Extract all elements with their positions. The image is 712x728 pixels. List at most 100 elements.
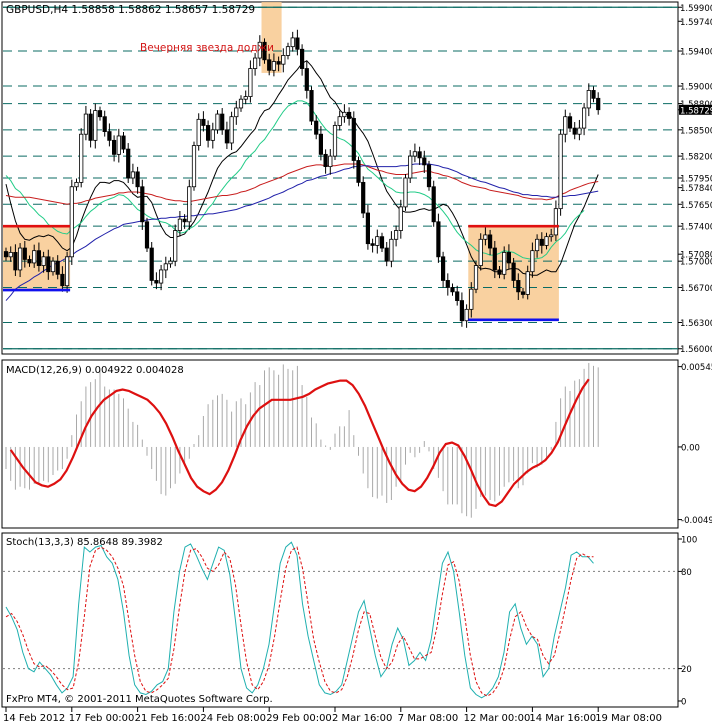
candle-bear bbox=[427, 165, 430, 187]
candle-bull bbox=[131, 172, 134, 178]
price-axis-label: 1.56000 bbox=[680, 345, 712, 355]
candle-bull bbox=[272, 62, 275, 71]
candle-bull bbox=[390, 239, 393, 261]
candle-bull bbox=[197, 119, 200, 145]
candle-bear bbox=[362, 182, 365, 213]
price-axis-label: 1.59740 bbox=[680, 18, 712, 28]
candle-bull bbox=[413, 152, 416, 156]
candle-bear bbox=[592, 90, 595, 98]
candle-bull bbox=[75, 182, 78, 186]
candle-bear bbox=[432, 187, 435, 222]
candle-bull bbox=[18, 248, 21, 270]
candle-bear bbox=[225, 130, 228, 143]
candle-bear bbox=[296, 38, 299, 49]
candle-bull bbox=[559, 134, 562, 208]
candle-bear bbox=[507, 252, 510, 263]
candle-bull bbox=[65, 257, 68, 286]
candle-bear bbox=[512, 263, 515, 281]
candle-bull bbox=[33, 251, 36, 263]
time-axis-label: 12 Mar 00:00 bbox=[464, 713, 531, 724]
time-axis-label: 21 Feb 16:00 bbox=[135, 713, 201, 724]
candle-bear bbox=[47, 257, 50, 272]
candle-bear bbox=[141, 187, 144, 222]
macd-pane[interactable]: 0.00545 0.00 -0.00493 MACD(12,26,9) 0.0049… bbox=[2, 360, 712, 528]
macd-axis-label: 0.00545 bbox=[681, 363, 712, 373]
candle-bull bbox=[564, 117, 567, 135]
candle-bear bbox=[315, 121, 318, 134]
candle-bull bbox=[582, 108, 585, 128]
candle-bear bbox=[498, 270, 501, 274]
candle-bull bbox=[230, 117, 233, 143]
candle-bull bbox=[484, 235, 487, 239]
candle-bull bbox=[84, 114, 87, 134]
candle-bear bbox=[319, 134, 322, 154]
candle-bear bbox=[61, 274, 64, 285]
candle-bear bbox=[352, 118, 355, 160]
candle-bear bbox=[423, 158, 426, 165]
candle-bear bbox=[277, 62, 280, 65]
price-axis-label: 1.59000 bbox=[680, 83, 712, 93]
candle-bull bbox=[554, 209, 557, 235]
candle-bear bbox=[451, 287, 454, 291]
candle-bull bbox=[333, 125, 336, 156]
candle-bear bbox=[347, 112, 350, 118]
candle-bear bbox=[268, 60, 271, 71]
candle-bear bbox=[305, 69, 308, 91]
candle-bear bbox=[488, 235, 491, 248]
candle-bear bbox=[446, 280, 449, 287]
candle-bear bbox=[357, 160, 360, 182]
stoch-axis-label: 20 bbox=[681, 665, 692, 675]
price-pane[interactable]: 1.599001.597401.594001.590001.588001.587… bbox=[2, 2, 712, 355]
time-axis-label: 24 Feb 08:00 bbox=[200, 713, 266, 724]
candle-bull bbox=[169, 261, 172, 264]
stoch-axis-label: 100 bbox=[681, 536, 697, 546]
candle-bear bbox=[103, 117, 106, 132]
candle-bull bbox=[211, 130, 214, 141]
time-axis-label: 19 Mar 08:00 bbox=[595, 713, 662, 724]
price-axis-label: 1.57000 bbox=[680, 258, 712, 268]
candle-bear bbox=[150, 248, 153, 280]
price-axis-label: 1.59900 bbox=[680, 4, 712, 14]
candle-bull bbox=[479, 239, 482, 265]
price-axis-label: 1.56300 bbox=[680, 319, 712, 329]
macd-axis-label: 0.00 bbox=[681, 443, 700, 453]
candle-bull bbox=[394, 231, 397, 240]
candle-bear bbox=[206, 125, 209, 140]
candle-bull bbox=[343, 112, 346, 116]
candle-bull bbox=[329, 156, 332, 167]
candle-bull bbox=[409, 156, 412, 178]
candle-bull bbox=[474, 266, 477, 290]
candle-bear bbox=[437, 222, 440, 257]
candle-bull bbox=[286, 47, 289, 56]
candle-bear bbox=[136, 172, 139, 187]
price-axis-label: 1.57400 bbox=[680, 223, 712, 233]
candle-bull bbox=[578, 128, 581, 134]
candle-bull bbox=[192, 146, 195, 187]
candle-bull bbox=[535, 239, 538, 250]
candle-bear bbox=[418, 152, 421, 158]
candle-bull bbox=[216, 114, 219, 130]
candle-bull bbox=[235, 108, 238, 117]
stochastic-pane[interactable]: 100 80 20 0 Stoch(13,3,3) 85.8648 89.3982 F… bbox=[2, 533, 697, 708]
price-axis-label: 1.59400 bbox=[680, 48, 712, 58]
candle-bull bbox=[80, 134, 83, 182]
candle-bear bbox=[23, 248, 26, 259]
candle-bear bbox=[14, 252, 17, 270]
candle-bull bbox=[178, 219, 181, 230]
macd-axis: 0.00545 0.00 -0.00493 bbox=[678, 363, 712, 526]
zone-left-box bbox=[3, 226, 70, 290]
price-axis-label: 1.58500 bbox=[680, 126, 712, 136]
candle-bear bbox=[310, 90, 313, 121]
candle-bear bbox=[4, 252, 7, 257]
candle-bull bbox=[531, 251, 534, 272]
time-axis-label: 7 Mar 08:00 bbox=[398, 713, 458, 724]
stochastic-axis: 100 80 20 0 bbox=[678, 536, 697, 708]
macd-label: MACD(12,26,9) 0.004922 0.004028 bbox=[6, 365, 184, 376]
time-axis-label: 2 Mar 16:00 bbox=[332, 713, 392, 724]
time-axis: 14 Feb 2012 17 Feb 00:00 21 Feb 16:00 24 Fe… bbox=[3, 707, 662, 724]
candle-bear bbox=[56, 261, 59, 274]
candle-bear bbox=[202, 119, 205, 125]
candle-bull bbox=[42, 257, 45, 266]
copyright-text: FxPro MT4, © 2001-2011 MetaQuotes Softwa… bbox=[6, 694, 273, 705]
